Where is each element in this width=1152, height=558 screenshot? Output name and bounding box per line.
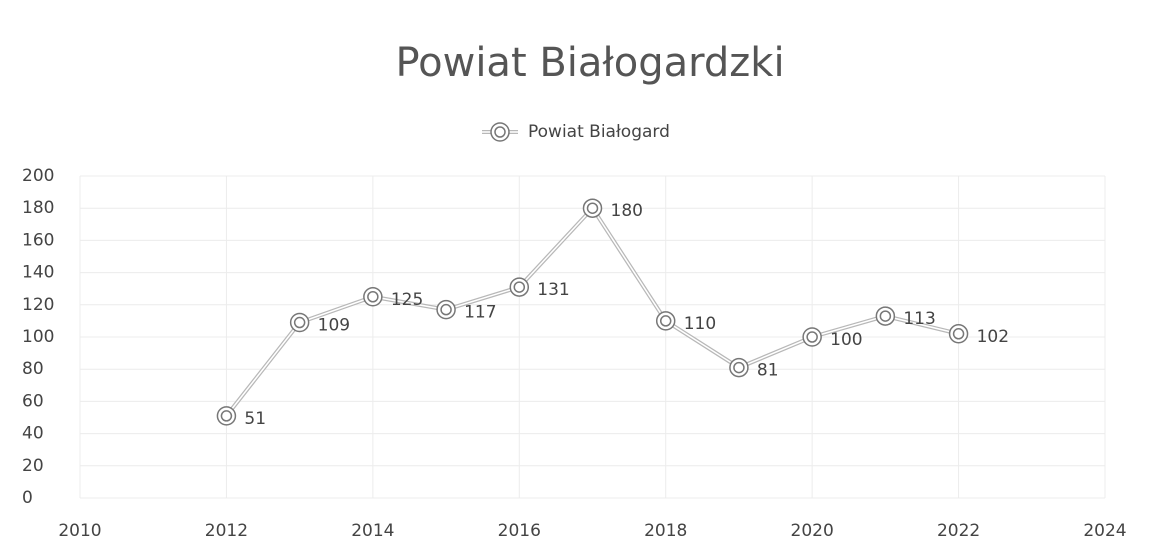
marker (582, 198, 603, 218)
marker (216, 406, 237, 426)
marker-ring (806, 331, 818, 343)
x-tick-label: 2014 (351, 521, 394, 541)
marker-ring (733, 361, 745, 374)
marker-ring (220, 410, 233, 422)
marker-ring (582, 198, 603, 218)
marker (875, 306, 896, 326)
y-tick-label: 60 (22, 391, 44, 411)
data-label: 51 (244, 409, 266, 429)
marker-ring (655, 311, 676, 331)
data-label: 81 (757, 361, 779, 381)
marker-ring (436, 299, 456, 320)
series-line-outline (224, 204, 960, 418)
marker-ring (586, 202, 599, 214)
chart-title: Powiat Białogardzki (395, 40, 784, 86)
marker-ring (948, 324, 969, 344)
marker-ring (729, 357, 749, 378)
data-label: 180 (611, 201, 643, 221)
data-label: 100 (830, 330, 862, 350)
y-tick-label: 20 (22, 456, 44, 476)
marker-ring (490, 122, 510, 142)
marker (509, 277, 530, 297)
marker (436, 299, 456, 320)
y-tick-label: 40 (22, 424, 44, 444)
y-tick-label: 80 (22, 359, 44, 379)
x-tick-label: 2016 (498, 521, 541, 541)
x-tick-label: 2020 (791, 521, 834, 541)
x-tick-label: 2024 (1083, 521, 1126, 541)
x-tick-label: 2012 (205, 521, 248, 541)
y-tick-label: 140 (22, 263, 54, 283)
marker-ring (367, 291, 379, 303)
y-tick-label: 120 (22, 295, 54, 315)
marker-ring (363, 287, 383, 307)
y-tick-label: 0 (22, 488, 33, 508)
data-label: 102 (977, 327, 1009, 347)
marker-ring (289, 312, 310, 333)
y-tick-label: 180 (22, 198, 54, 218)
x-tick-label: 2022 (937, 521, 980, 541)
marker (655, 311, 676, 331)
marker-ring (440, 303, 452, 316)
marker-ring (802, 327, 822, 347)
y-tick-label: 160 (22, 230, 54, 250)
marker-ring (879, 310, 892, 322)
marker-ring (952, 328, 965, 340)
data-label: 117 (464, 303, 496, 323)
marker-ring (513, 281, 526, 293)
marker-ring (875, 306, 896, 326)
data-label: 125 (391, 290, 423, 310)
marker-ring (293, 316, 306, 329)
y-tick-label: 100 (22, 327, 54, 347)
legend-marker (490, 122, 510, 142)
marker-ring (494, 126, 506, 138)
marker (289, 312, 310, 333)
marker-ring (509, 277, 530, 297)
y-tick-label: 200 (22, 166, 54, 186)
marker-ring (216, 406, 237, 426)
data-label: 113 (903, 309, 935, 329)
x-tick-label: 2018 (644, 521, 687, 541)
legend-label: Powiat Białogard (528, 122, 670, 142)
marker-ring (659, 315, 672, 327)
marker (802, 327, 822, 347)
data-label: 131 (537, 280, 569, 300)
marker (948, 324, 969, 344)
marker (729, 357, 749, 378)
marker (363, 287, 383, 307)
series-line (225, 206, 959, 417)
data-label: 109 (318, 316, 350, 336)
x-tick-label: 2010 (58, 521, 101, 541)
data-label: 110 (684, 314, 716, 334)
